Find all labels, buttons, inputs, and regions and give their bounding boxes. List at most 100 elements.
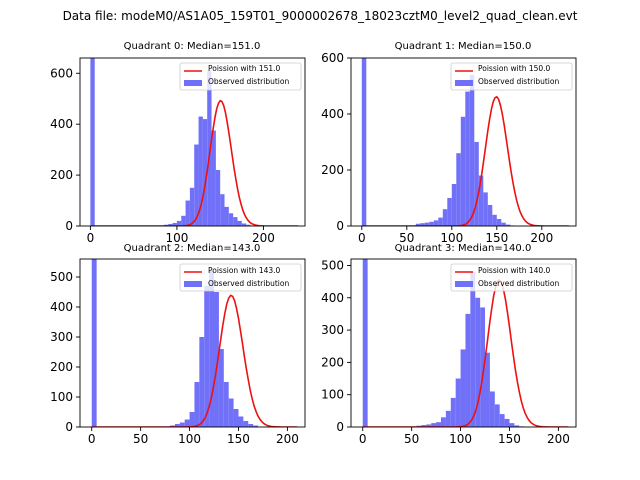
histogram-bar xyxy=(489,391,495,427)
subplot-quadrant-1: Quadrant 1: Median=150.0 0 50 100 150 200 0 20… xyxy=(321,41,577,245)
legend-observed-handle xyxy=(184,281,202,287)
legend-observed-handle xyxy=(455,80,473,86)
x-tick-label: 50 xyxy=(404,432,419,446)
poisson-curve xyxy=(362,279,569,427)
histogram-bar xyxy=(194,144,199,226)
plot-area xyxy=(361,58,569,226)
histogram-bar xyxy=(494,404,500,427)
histogram-bar xyxy=(424,222,430,226)
subplot-title: Quadrant 1: Median=150.0 xyxy=(395,41,532,52)
histogram-bar xyxy=(246,224,251,226)
plot-area xyxy=(90,58,299,226)
histogram-bar xyxy=(211,130,216,226)
x-tick-label: 0 xyxy=(358,231,366,245)
subplot-quadrant-2: Quadrant 2: Median=143.0 0 50 100 150 200 0 10… xyxy=(50,243,306,446)
y-tick-label: 500 xyxy=(321,258,344,272)
histogram-bar xyxy=(199,337,205,427)
subplot-title: Quadrant 3: Median=140.0 xyxy=(395,243,532,254)
legend-observed-label: Observed distribution xyxy=(478,77,559,86)
histogram-bar xyxy=(485,352,490,427)
legend-frame xyxy=(450,62,573,91)
histogram-bar xyxy=(447,198,452,226)
histogram-bar xyxy=(465,91,470,226)
y-tick-label: 600 xyxy=(321,51,344,65)
histogram-bar xyxy=(215,170,221,226)
x-tick-label: 50 xyxy=(133,432,148,446)
x-tick-label: 0 xyxy=(359,432,367,446)
legend xyxy=(450,263,573,292)
histogram-bar xyxy=(483,192,488,226)
histogram-bar xyxy=(470,271,476,427)
legend-frame xyxy=(450,263,573,292)
legend-poisson-label: Poission with 151.0 xyxy=(208,64,281,73)
histogram-bar xyxy=(90,58,95,226)
x-tick-label: 50 xyxy=(399,231,414,245)
y-tick-label: 600 xyxy=(50,66,73,80)
y-tick-label: 200 xyxy=(50,360,73,374)
y-tick-label: 200 xyxy=(321,163,344,177)
figure-suptitle: Data file: modeM0/AS1A05_159T01_90000026… xyxy=(63,9,578,23)
poisson-curve xyxy=(91,294,298,427)
legend-poisson-label: Poission with 150.0 xyxy=(478,64,551,73)
y-tick-label: 400 xyxy=(50,117,73,131)
histogram-bar xyxy=(451,184,457,226)
y-tick-label: 0 xyxy=(336,420,344,434)
y-tick-label: 500 xyxy=(50,270,73,284)
histogram-bar xyxy=(433,220,439,226)
subplot-quadrant-0: Quadrant 0: Median=151.0 0 100 200 0 200 400 6… xyxy=(50,41,306,245)
histogram-bar xyxy=(253,425,259,427)
histogram-bar xyxy=(214,292,219,427)
y-tick-label: 0 xyxy=(336,219,344,233)
histogram-bar xyxy=(202,119,208,226)
histogram-bar xyxy=(224,206,229,226)
x-tick-label: 150 xyxy=(485,231,508,245)
y-tick-label: 300 xyxy=(50,330,73,344)
histogram-bar xyxy=(420,223,425,226)
axes-frame xyxy=(79,258,306,428)
histogram-bar xyxy=(460,116,466,226)
histogram-bar xyxy=(362,259,368,427)
histogram-bar xyxy=(426,424,432,427)
histogram-bar xyxy=(501,222,506,226)
histogram-bar xyxy=(233,409,239,427)
histogram-bar xyxy=(198,116,203,226)
histogram-bar xyxy=(478,175,484,226)
histogram-bar xyxy=(504,418,510,427)
histogram-bar xyxy=(465,313,471,427)
histogram-bar xyxy=(237,220,242,226)
histogram-bar xyxy=(179,422,185,427)
histogram-bar xyxy=(445,410,451,427)
histogram-bar xyxy=(509,423,515,427)
histogram-bar xyxy=(91,259,97,427)
histogram-bar xyxy=(174,424,180,427)
histogram-bar xyxy=(469,74,475,226)
histogram-bar xyxy=(415,223,421,226)
x-tick-label: 150 xyxy=(227,432,250,446)
y-tick-label: 400 xyxy=(50,300,73,314)
subplot-quadrant-3: Quadrant 3: Median=140.0 0 50 100 150 200 0 10… xyxy=(321,243,577,446)
histogram-bar xyxy=(431,423,437,427)
legend-frame xyxy=(179,62,302,91)
histogram-bar xyxy=(168,223,173,226)
plot-area xyxy=(362,259,569,427)
histogram-bar xyxy=(228,398,234,427)
histogram-bar xyxy=(209,271,215,427)
legend-poisson-label: Poission with 143.0 xyxy=(208,266,281,275)
histogram-bar xyxy=(480,307,486,427)
histogram-bar xyxy=(421,425,427,427)
plot-area xyxy=(91,259,298,427)
axes-frame xyxy=(350,57,577,227)
legend-observed-label: Observed distribution xyxy=(208,77,289,86)
histogram-bar xyxy=(474,142,479,226)
histogram-bar xyxy=(185,200,190,226)
axes-frame xyxy=(79,57,306,227)
y-tick-label: 400 xyxy=(321,107,344,121)
histogram-bar xyxy=(207,70,212,226)
y-tick-label: 200 xyxy=(50,168,73,182)
y-tick-label: 100 xyxy=(321,388,344,402)
histogram-bar xyxy=(223,382,229,427)
histogram-bar xyxy=(429,221,434,226)
histogram-bar xyxy=(184,419,190,427)
legend xyxy=(179,62,302,91)
